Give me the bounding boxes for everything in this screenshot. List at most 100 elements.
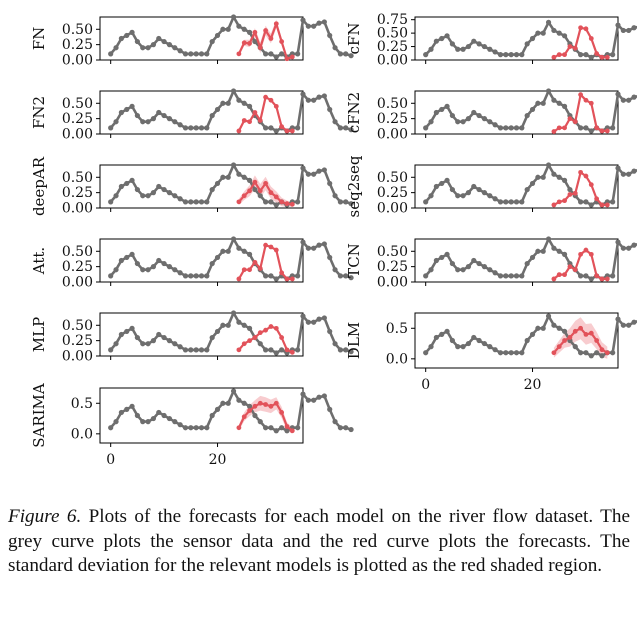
sensor-data-point — [332, 45, 338, 51]
sensor-data-point — [166, 264, 173, 270]
sensor-data-point — [428, 267, 434, 273]
sensor-data-point — [631, 25, 637, 31]
sensor-data-point — [124, 406, 130, 412]
sensor-data-point — [150, 264, 157, 270]
sensor-data-point — [455, 119, 461, 125]
sensor-data-point — [524, 186, 530, 193]
sensor-data-point — [610, 199, 616, 205]
forecast-point — [252, 259, 258, 265]
forecast-point — [599, 347, 605, 353]
sensor-data-point — [268, 125, 274, 131]
sensor-data-point — [455, 193, 461, 199]
sensor-data-point — [273, 428, 279, 434]
sensor-data-point — [583, 125, 589, 131]
sensor-data-point — [252, 38, 258, 45]
sensor-data-point — [423, 52, 429, 58]
forecast-point — [241, 414, 247, 420]
sensor-data-point — [150, 42, 157, 48]
sensor-data-point — [305, 23, 311, 29]
y-tick-label: 0.25 — [62, 259, 93, 275]
sensor-data-point — [246, 103, 253, 109]
sensor-data-point — [524, 337, 530, 344]
sensor-data-point — [209, 186, 215, 193]
sensor-data-point — [129, 29, 135, 35]
sensor-data-point — [311, 23, 317, 29]
sensor-data-point — [497, 125, 504, 131]
sensor-data-point — [444, 33, 450, 39]
sensor-data-point — [348, 127, 354, 133]
forecast-point — [556, 52, 562, 58]
sensor-data-point — [145, 119, 151, 125]
forecast-point — [572, 267, 578, 273]
sensor-data-point — [487, 119, 493, 125]
y-tick-label: 0.0 — [71, 426, 93, 442]
sensor-data-point — [620, 245, 626, 251]
forecast-point — [279, 124, 285, 130]
sensor-data-point — [433, 38, 439, 44]
sensor-data-point — [198, 125, 205, 131]
sensor-data-line — [109, 237, 352, 281]
sensor-data-point — [444, 103, 450, 109]
forecast-point — [273, 21, 279, 27]
sensor-data-point — [220, 100, 226, 106]
sensor-data-point — [188, 347, 194, 353]
sensor-data-point — [631, 94, 637, 100]
sensor-data-point — [476, 112, 482, 119]
forecast-point — [578, 251, 584, 257]
sensor-data-point — [337, 199, 343, 205]
sensor-data-point — [230, 162, 237, 168]
sensor-data-point — [439, 35, 445, 42]
sensor-data-point — [273, 128, 279, 134]
sensor-data-point — [583, 52, 589, 58]
sensor-data-point — [465, 43, 472, 50]
sensor-data-point — [423, 273, 429, 279]
sensor-data-point — [497, 350, 504, 356]
sensor-data-point — [508, 273, 514, 279]
sensor-data-point — [524, 260, 530, 267]
forecast-point — [273, 194, 279, 200]
sensor-data-point — [134, 112, 140, 119]
forecast-point — [289, 349, 295, 355]
forecast-point — [279, 270, 285, 276]
forecast-point — [273, 400, 279, 406]
sensor-data-point — [236, 397, 242, 403]
sensor-data-point — [311, 171, 317, 177]
sensor-data-point — [182, 125, 189, 131]
sensor-data-point — [578, 125, 584, 131]
forecast-point — [588, 251, 594, 257]
sensor-data-point — [316, 242, 322, 248]
sensor-data-point — [503, 273, 509, 279]
sensor-data-point — [150, 415, 157, 422]
y-tick-label: 0.25 — [377, 259, 408, 275]
forecast-point — [604, 128, 610, 134]
sensor-data-point — [225, 322, 231, 328]
sensor-data-point — [204, 347, 210, 353]
sensor-data-point — [214, 32, 221, 39]
sensor-data-point — [503, 199, 509, 205]
forecast-point — [551, 276, 557, 282]
y-tick-label: 0.50 — [377, 96, 408, 112]
forecast-point — [247, 338, 252, 344]
forecast-point — [252, 29, 258, 35]
subplot-dlm: 0.0 0.5 0 20 DLM — [345, 312, 637, 393]
sensor-data-point — [129, 103, 135, 109]
sensor-data-point — [348, 275, 354, 281]
sensor-data-point — [599, 353, 605, 359]
forecast-point — [263, 28, 269, 33]
sensor-data-point — [551, 322, 557, 328]
caption-text: Plots of the forecasts for each model on… — [8, 506, 630, 576]
sensor-data-point — [535, 325, 541, 331]
forecast-point — [567, 116, 573, 122]
sensor-data-point — [241, 400, 247, 406]
sensor-data-point — [556, 30, 562, 36]
sensor-data-point — [321, 393, 327, 399]
forecast-point — [562, 52, 567, 58]
sensor-data-point — [305, 171, 311, 177]
sensor-data-line — [424, 21, 637, 59]
forecast-point — [268, 97, 274, 103]
sensor-data-point — [161, 38, 167, 45]
sensor-data-point — [610, 52, 616, 58]
sensor-data-point — [508, 199, 514, 205]
forecast-point — [289, 54, 295, 60]
forecast-point — [556, 272, 562, 278]
